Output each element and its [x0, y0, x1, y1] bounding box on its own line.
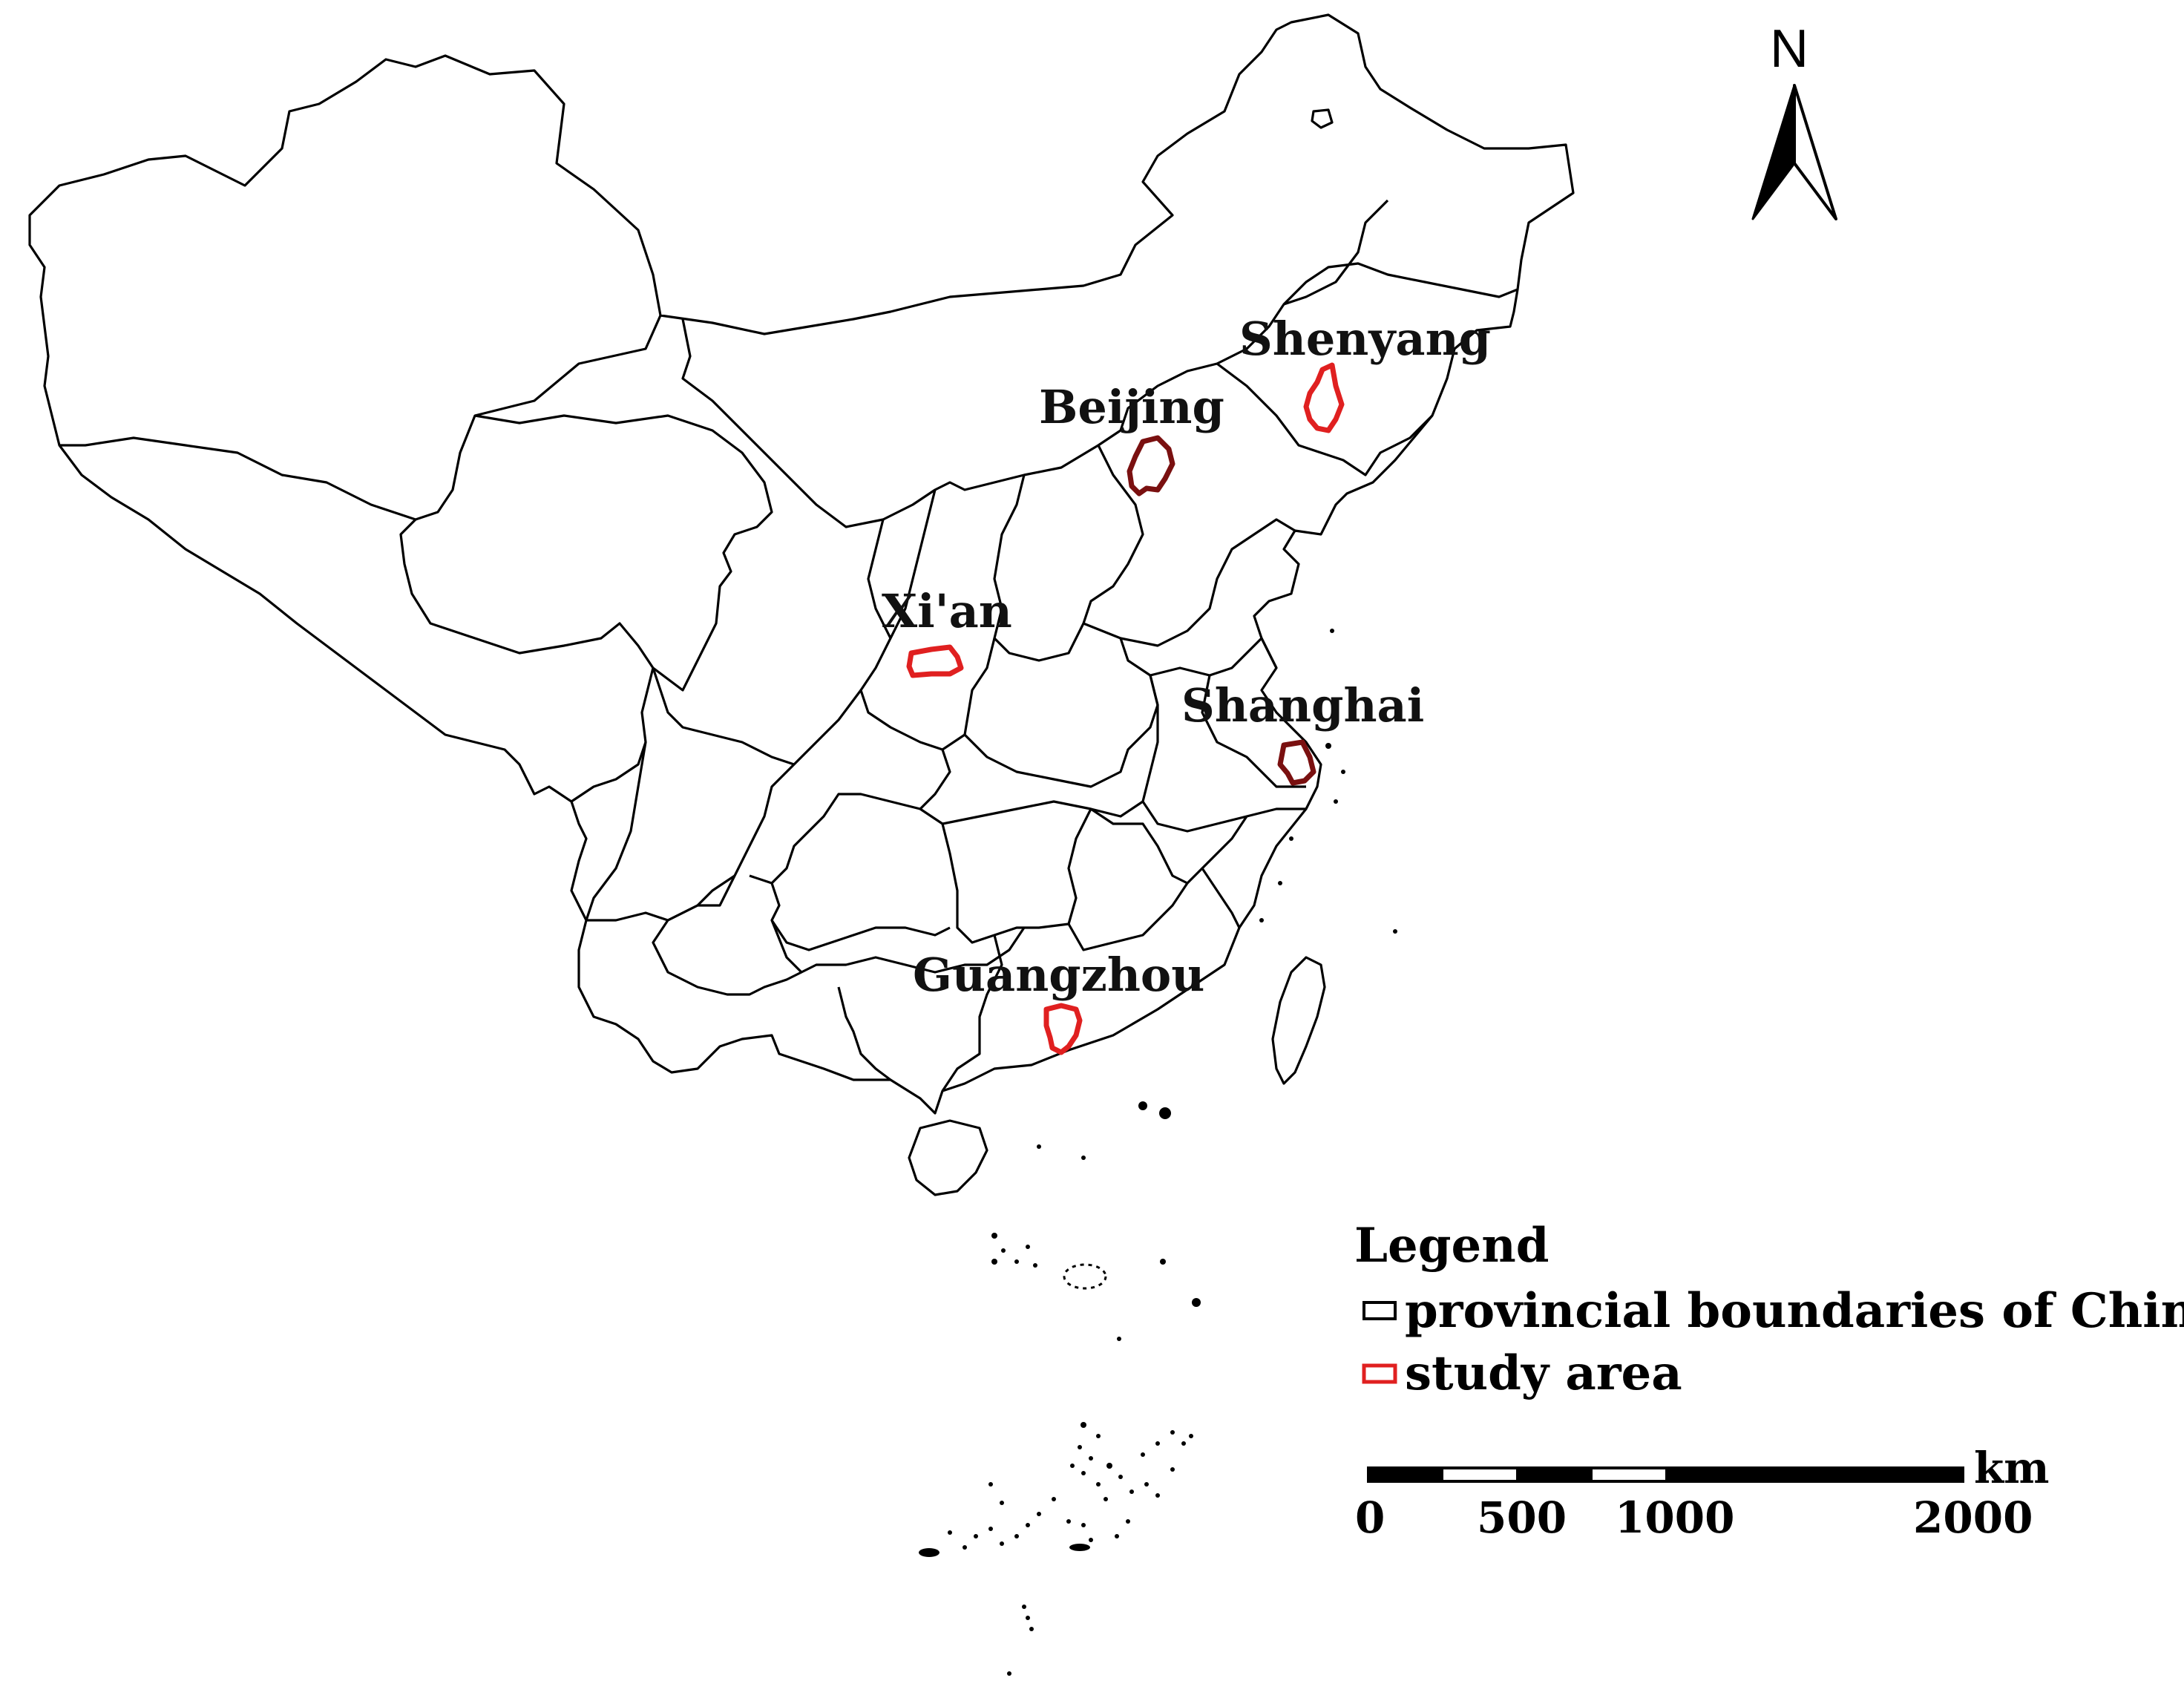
legend-label-provincial: provincial boundaries of China: [1405, 1283, 2184, 1339]
city-label-beijing: Beijing: [1039, 380, 1224, 434]
legend-swatch-provincial: [1362, 1301, 1397, 1320]
south-china-sea-islands: [919, 1233, 1201, 1676]
scale-tick-500: 500: [1477, 1492, 1567, 1543]
boundary-tibet-sichuan: [585, 741, 647, 921]
city-labels: Shenyang Beijing Xi'an Shanghai Guangzho…: [882, 312, 1491, 1002]
north-arrow-label: N: [1770, 19, 1808, 79]
boundary-sichuan-chongqing: [586, 689, 862, 922]
city-label-shenyang: Shenyang: [1239, 312, 1491, 366]
boundary-jilin-liaoning: [1216, 362, 1434, 476]
boundary-qinghai-sichuan: [652, 667, 795, 766]
city-label-guangzhou: Guangzhou: [913, 948, 1204, 1002]
scale-bar-frame: [1367, 1466, 1964, 1483]
provincial-boundaries: [28, 13, 1575, 1115]
scale-bar-segment: [1593, 1469, 1665, 1480]
boundary-shanxi: [993, 474, 1085, 662]
boundary-jiangxi-fujian: [1067, 882, 1189, 951]
boundary-anhui-zhejiang: [1201, 675, 1306, 788]
boundary-shandong: [1119, 637, 1278, 677]
boundary-guangxi-guangdong: [770, 920, 1026, 974]
study-area-xian: [906, 644, 964, 678]
scale-bar-segment: [1443, 1469, 1516, 1480]
scale-bar-unit: km: [1974, 1443, 2050, 1493]
study-areas: [906, 362, 1345, 1055]
boundary-hubei: [919, 749, 1144, 825]
lake-outline: [1311, 108, 1334, 129]
scale-bar: km 0 500 1000 2000: [1355, 1443, 2050, 1543]
boundary-jiangsu-anhui: [1141, 675, 1306, 833]
legend-label-study-area: study area: [1405, 1346, 1682, 1401]
boundary-fujian-zhejiang: [1201, 868, 1241, 928]
scale-tick-0: 0: [1355, 1492, 1385, 1543]
study-area-guangzhou: [1043, 1003, 1083, 1055]
taiwan-outline: [1271, 956, 1326, 1085]
north-arrow: N: [1751, 19, 1837, 220]
boundary-guangxi-south: [837, 986, 891, 1081]
study-area-shanghai: [1277, 739, 1316, 786]
legend-title: Legend: [1354, 1218, 1549, 1274]
boundary-qinghai-gansu: [474, 414, 773, 692]
china-outline: [28, 13, 1575, 1115]
boundary-tibet-qinghai: [399, 518, 655, 803]
boundary-guizhou: [770, 882, 951, 951]
boundary-chongqing: [749, 793, 921, 885]
study-area-shenyang: [1303, 362, 1345, 433]
boundary-ningxia: [867, 519, 892, 639]
scale-tick-2000: 2000: [1913, 1492, 2033, 1543]
legend-swatch-study-area: [1362, 1363, 1397, 1384]
boundary-guangdong-guangxi-2: [941, 934, 1003, 1092]
study-area-beijing: [1127, 435, 1175, 496]
city-label-xian: Xi'an: [882, 584, 1012, 638]
boundary-yunnan: [652, 874, 802, 996]
city-label-shanghai: Shanghai: [1181, 678, 1424, 732]
hainan-outline: [908, 1119, 988, 1196]
scale-tick-1000: 1000: [1615, 1492, 1734, 1543]
boundary-heilongjiang-jilin: [1282, 262, 1518, 306]
boundary-hunan: [941, 808, 1092, 944]
boundary-henan: [963, 638, 1159, 788]
boundary-shaanxi: [859, 489, 965, 751]
coastal-islands: [1037, 629, 1397, 1160]
boundary-hebei: [1082, 445, 1296, 647]
boundary-jiangxi: [1090, 807, 1248, 885]
north-arrow-icon: [1751, 84, 1796, 220]
legend: Legend provincial boundaries of China st…: [1354, 1218, 2184, 1401]
